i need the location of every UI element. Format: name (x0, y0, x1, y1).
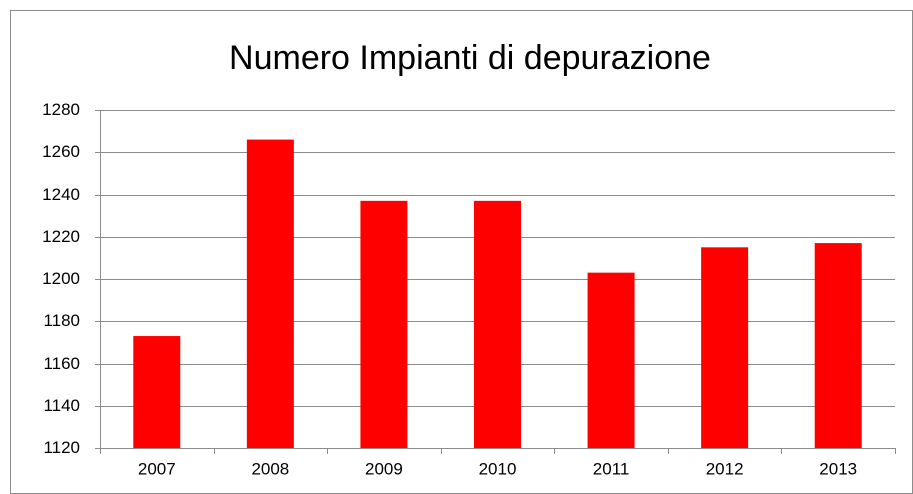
x-tick-label: 2013 (819, 459, 857, 478)
y-tick-label: 1200 (42, 269, 80, 288)
y-tick-label: 1280 (42, 100, 80, 119)
bar (360, 200, 408, 448)
bar (587, 272, 635, 448)
y-tick-label: 1240 (42, 185, 80, 204)
bar (814, 243, 862, 448)
y-tick-label: 1260 (42, 142, 80, 161)
y-tick-label: 1120 (43, 438, 80, 457)
x-tick-label: 2012 (706, 459, 744, 478)
bar (246, 139, 294, 448)
bar (701, 247, 749, 448)
chart-title: Numero Impianti di depurazione (229, 39, 711, 77)
y-tick-label: 1220 (42, 227, 80, 246)
x-tick-label: 2009 (365, 459, 403, 478)
bar (474, 200, 521, 448)
y-tick-label: 1180 (43, 311, 80, 330)
bar (133, 336, 181, 448)
y-tick-label: 1140 (43, 396, 80, 415)
y-tick-label: 1160 (43, 354, 80, 373)
x-tick-label: 2007 (138, 459, 176, 478)
x-tick-label: 2011 (593, 459, 630, 478)
x-tick-label: 2008 (251, 459, 289, 478)
x-tick-label: 2010 (479, 459, 517, 478)
